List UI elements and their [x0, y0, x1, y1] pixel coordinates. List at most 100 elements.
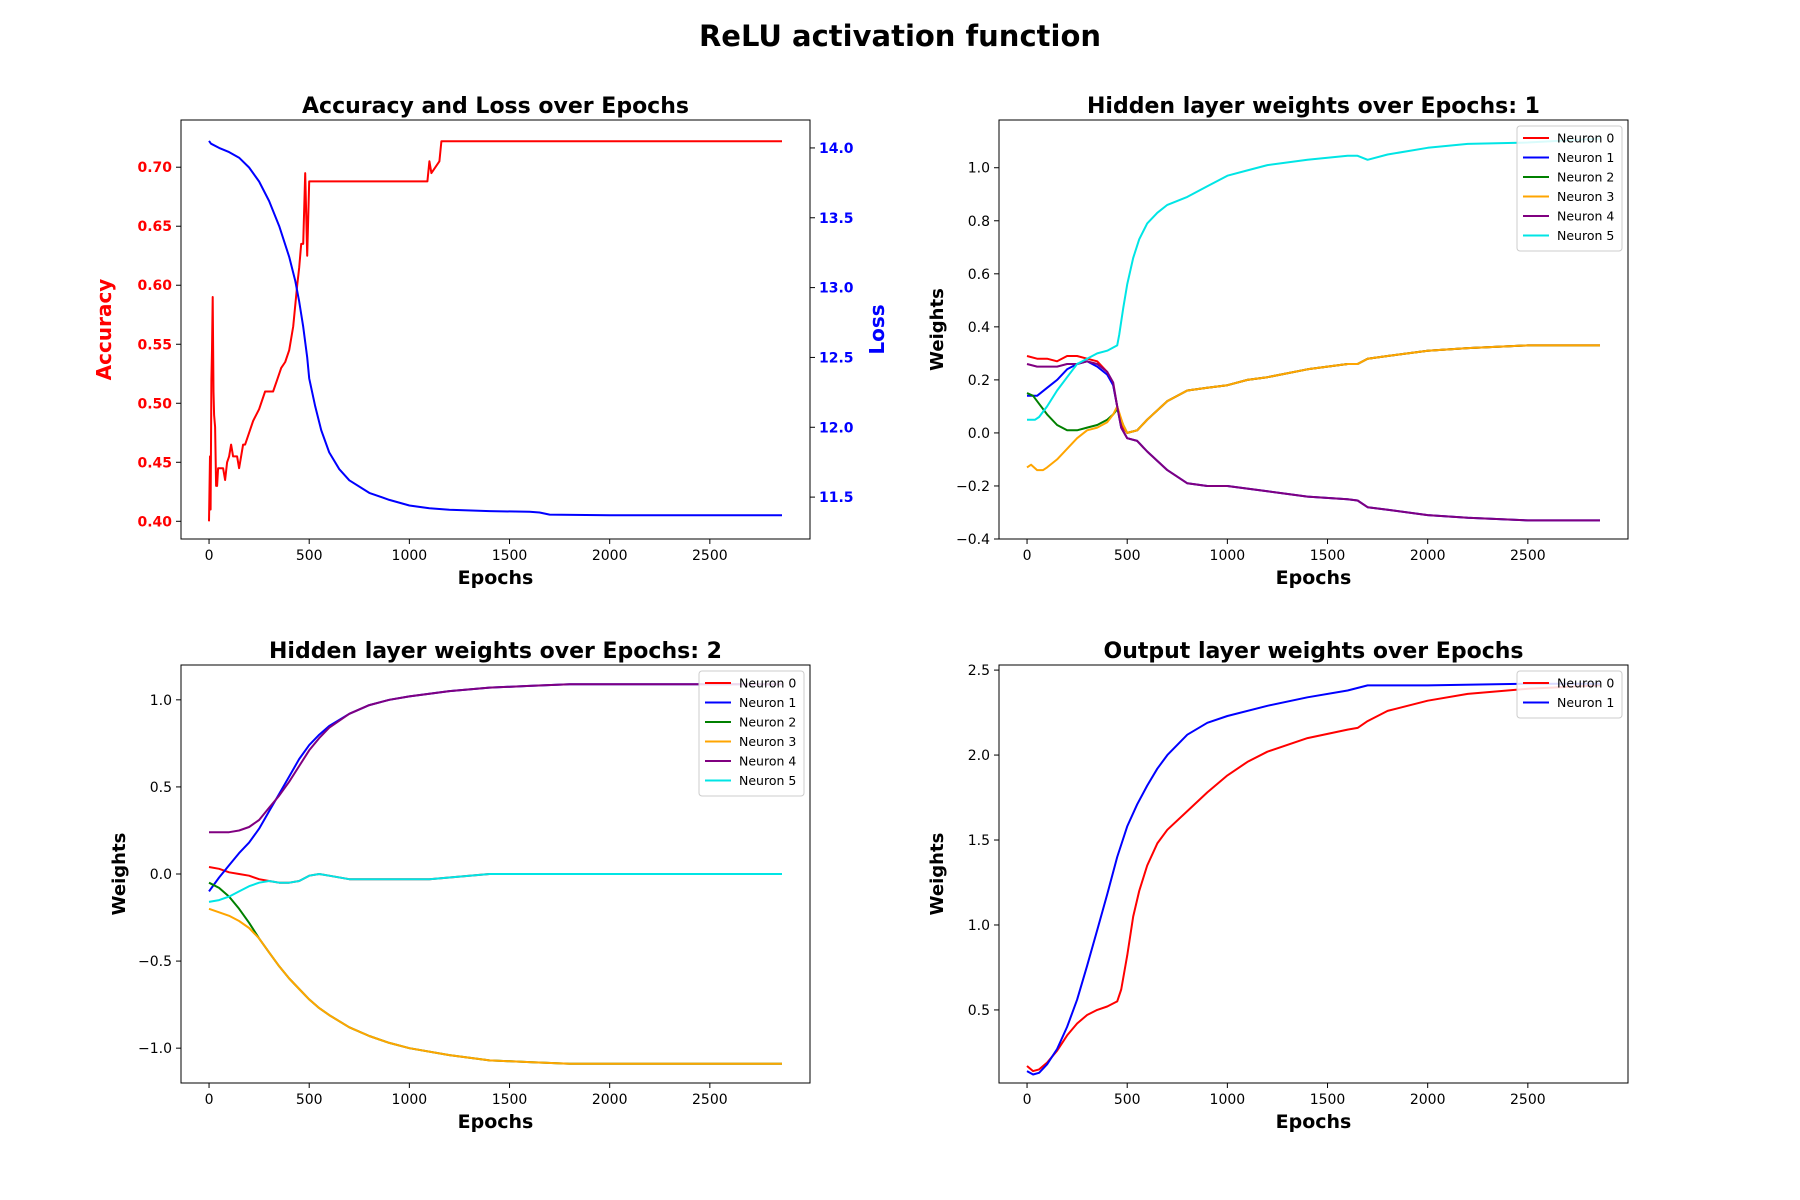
x-tick-label: 2000 — [592, 548, 628, 564]
y-right-tick-label: 11.5 — [819, 490, 854, 506]
x-axis-label: Epochs — [458, 567, 534, 589]
chart-title: Accuracy and Loss over Epochs — [302, 94, 689, 119]
y-tick-label: 2.5 — [968, 663, 990, 679]
legend-label: Neuron 0 — [1557, 131, 1614, 146]
series-line-neuron-1 — [1026, 682, 1600, 1076]
x-axis-label: Epochs — [458, 1111, 534, 1133]
series-line-neuron-4 — [1026, 360, 1600, 522]
y-tick-label: 0.0 — [968, 426, 990, 442]
y-axis-label: Weights — [109, 833, 130, 916]
x-tick-label: 2000 — [1410, 1092, 1446, 1108]
legend-label: Neuron 2 — [1557, 170, 1614, 185]
x-tick-label: 1000 — [392, 548, 428, 564]
x-tick-label: 0 — [1023, 548, 1032, 564]
legend-label: Neuron 3 — [1557, 189, 1614, 204]
y-tick-label: 0.70 — [137, 160, 172, 176]
series-line-neuron-4 — [209, 683, 782, 834]
x-tick-label: 500 — [296, 1092, 323, 1108]
legend: Neuron 0 Neuron 1 Neuron 2 Neuron 3 Neuron 4… — [698, 670, 805, 797]
x-tick-label: 500 — [296, 548, 323, 564]
series-line-right-axis — [208, 140, 782, 517]
chart-title: Output layer weights over Epochs — [1104, 639, 1524, 664]
x-tick-label: 2500 — [1510, 1092, 1546, 1108]
x-tick-label: 500 — [1114, 548, 1141, 564]
y-tick-label: 2.0 — [968, 748, 990, 764]
y-right-tick-label: 13.0 — [819, 281, 854, 297]
figure-suptitle: ReLU activation function — [699, 19, 1101, 53]
legend-label: Neuron 4 — [739, 754, 796, 769]
legend-label: Neuron 3 — [739, 734, 796, 749]
series-line-neuron-3 — [1026, 344, 1600, 472]
x-tick-label: 500 — [1114, 1092, 1141, 1108]
legend-label: Neuron 0 — [1557, 676, 1614, 691]
x-tick-label: 1500 — [492, 548, 528, 564]
x-tick-label: 1000 — [392, 1092, 428, 1108]
y-axis-label: Accuracy — [92, 279, 116, 381]
x-axis-label: Epochs — [1276, 567, 1352, 589]
chart-title: Hidden layer weights over Epochs: 1 — [1087, 94, 1540, 119]
series-line-neuron-2 — [208, 881, 782, 1065]
x-tick-label: 2500 — [1510, 548, 1546, 564]
legend-label: Neuron 1 — [739, 695, 796, 710]
legend-label: Neuron 4 — [1557, 209, 1614, 224]
chart-title: Hidden layer weights over Epochs: 2 — [269, 639, 722, 664]
y-tick-label: −0.4 — [956, 532, 990, 548]
axes-frame — [998, 119, 1629, 540]
y-tick-label: 0.65 — [137, 219, 172, 235]
legend-label: Neuron 1 — [1557, 150, 1614, 165]
y-tick-label: 0.40 — [137, 514, 172, 530]
series-line-neuron-1 — [208, 683, 782, 892]
y-tick-label: −0.5 — [138, 954, 172, 970]
y-right-axis-label: Loss — [865, 304, 889, 354]
x-tick-label: 0 — [1023, 1092, 1032, 1108]
series-line-left-axis — [208, 140, 782, 522]
y-tick-label: 0.45 — [137, 455, 172, 471]
y-tick-label: 0.60 — [137, 278, 172, 294]
y-tick-label: 0.50 — [137, 396, 172, 412]
x-tick-label: 2000 — [1410, 548, 1446, 564]
y-tick-label: −0.2 — [956, 479, 990, 495]
x-tick-label: 2500 — [692, 1092, 728, 1108]
x-tick-label: 2500 — [692, 548, 728, 564]
y-right-tick-label: 14.0 — [819, 141, 854, 157]
y-tick-label: 0.8 — [968, 214, 990, 230]
series-line-neuron-5 — [208, 873, 782, 903]
x-axis-label: Epochs — [1276, 1111, 1352, 1133]
legend: Neuron 0 Neuron 1 — [1516, 670, 1623, 719]
y-tick-label: −1.0 — [138, 1041, 172, 1057]
axes-frame — [998, 664, 1629, 1084]
y-right-tick-label: 12.0 — [819, 420, 854, 436]
chart-panel-4: 0 500 1000 1500 2000 2500 0.5 1.0 1.5 2.0 2.5 Outpu… — [927, 639, 1629, 1133]
x-tick-label: 0 — [205, 1092, 214, 1108]
y-tick-label: 1.5 — [968, 833, 990, 849]
x-tick-label: 1000 — [1210, 548, 1246, 564]
x-tick-label: 0 — [205, 548, 214, 564]
x-tick-label: 2000 — [592, 1092, 628, 1108]
legend-label: Neuron 2 — [739, 715, 796, 730]
y-tick-label: 0.5 — [150, 780, 172, 796]
x-tick-label: 1500 — [492, 1092, 528, 1108]
x-tick-label: 1000 — [1210, 1092, 1246, 1108]
legend-label: Neuron 5 — [1557, 228, 1614, 243]
legend-label: Neuron 0 — [739, 676, 796, 691]
chart-panel-2: 0 500 1000 1500 2000 2500 −0.4 −0.2 0.0 0.2 0.4 0.6… — [927, 94, 1629, 589]
y-tick-label: 0.0 — [150, 867, 172, 883]
y-axis-label: Weights — [927, 833, 948, 916]
x-tick-label: 1500 — [1310, 548, 1346, 564]
series-line-neuron-0 — [1026, 684, 1601, 1073]
y-tick-label: 1.0 — [968, 161, 990, 177]
y-right-tick-label: 13.5 — [819, 211, 854, 227]
y-tick-label: 1.0 — [968, 918, 990, 934]
legend-label: Neuron 1 — [1557, 695, 1614, 710]
y-tick-label: 0.5 — [968, 1003, 990, 1019]
y-tick-label: 0.2 — [968, 373, 990, 389]
legend-label: Neuron 5 — [739, 773, 796, 788]
chart-panel-1: 0 500 1000 1500 2000 2500 0.40 0.45 0.50 0.55 0.60… — [92, 94, 889, 589]
y-tick-label: 1.0 — [150, 693, 172, 709]
series-line-neuron-5 — [1027, 137, 1601, 421]
legend: Neuron 0 Neuron 1 Neuron 2 Neuron 3 Neuron 4… — [1516, 125, 1623, 252]
axes-frame — [180, 119, 811, 540]
chart-panel-3: 0 500 1000 1500 2000 2500 −1.0 −0.5 0.0 0.5 1.0 Hid… — [109, 639, 811, 1133]
y-axis-label: Weights — [927, 288, 948, 371]
